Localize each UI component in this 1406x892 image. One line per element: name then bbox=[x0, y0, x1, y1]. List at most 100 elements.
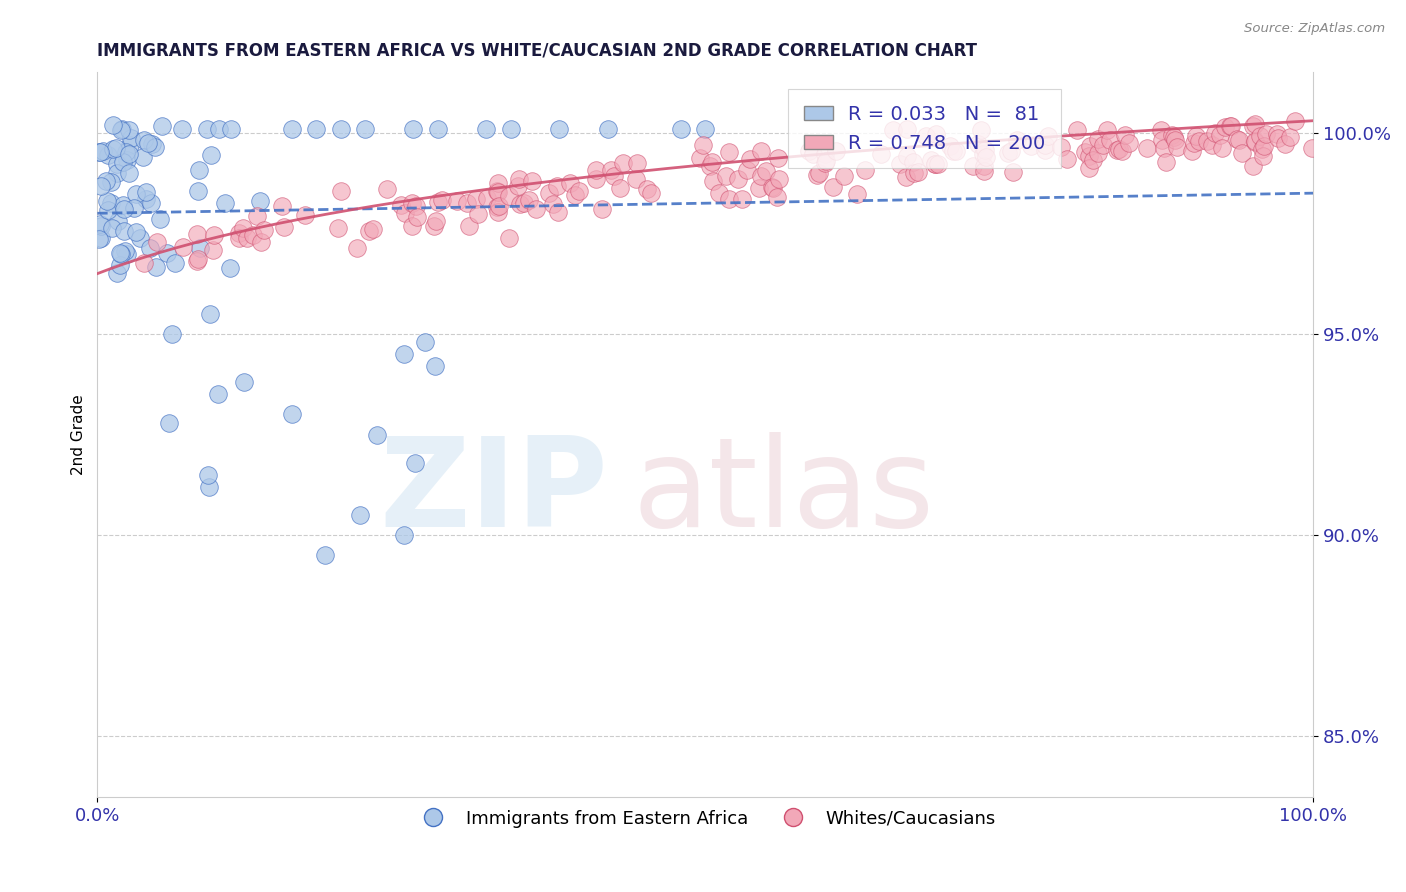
Point bbox=[1267, 130, 1289, 145]
Point bbox=[124, 225, 146, 239]
Point bbox=[118, 123, 141, 137]
Point bbox=[924, 128, 946, 142]
Point bbox=[149, 212, 172, 227]
Point bbox=[357, 224, 380, 238]
Point bbox=[626, 156, 648, 170]
Point bbox=[547, 205, 569, 219]
Point bbox=[228, 231, 250, 245]
Point bbox=[87, 145, 110, 159]
Point bbox=[141, 195, 163, 210]
Point bbox=[509, 197, 531, 211]
Point bbox=[807, 166, 830, 180]
Point bbox=[392, 347, 415, 361]
Point bbox=[768, 172, 790, 186]
Point bbox=[814, 155, 837, 169]
Point bbox=[246, 209, 269, 223]
Point bbox=[134, 133, 156, 147]
Point bbox=[235, 231, 257, 245]
Point bbox=[1107, 143, 1129, 157]
Point bbox=[543, 196, 565, 211]
Point bbox=[870, 147, 893, 161]
Point bbox=[939, 139, 962, 153]
Point bbox=[1163, 130, 1185, 145]
Point bbox=[105, 166, 128, 180]
Point bbox=[392, 528, 415, 542]
Point bbox=[1184, 136, 1206, 150]
Point bbox=[1188, 134, 1211, 148]
Point bbox=[1163, 133, 1185, 147]
Point bbox=[129, 231, 152, 245]
Point bbox=[202, 227, 225, 242]
Point bbox=[486, 185, 509, 199]
Point bbox=[1097, 123, 1119, 137]
Point bbox=[1254, 127, 1277, 141]
Point bbox=[120, 138, 142, 153]
Point bbox=[612, 156, 634, 170]
Point bbox=[499, 121, 522, 136]
Point bbox=[695, 121, 717, 136]
Point bbox=[914, 129, 936, 144]
Point bbox=[945, 145, 967, 159]
Point bbox=[413, 334, 436, 349]
Point bbox=[1274, 136, 1296, 151]
Point bbox=[714, 169, 737, 184]
Point bbox=[1035, 138, 1057, 153]
Point bbox=[122, 201, 145, 215]
Point bbox=[749, 169, 772, 183]
Point bbox=[882, 123, 904, 137]
Point bbox=[564, 188, 586, 202]
Point bbox=[125, 186, 148, 201]
Point bbox=[585, 162, 607, 177]
Point bbox=[101, 220, 124, 235]
Point bbox=[281, 408, 304, 422]
Point bbox=[1201, 138, 1223, 153]
Point bbox=[1185, 129, 1208, 144]
Point bbox=[1056, 153, 1078, 167]
Point bbox=[814, 153, 837, 168]
Point bbox=[329, 121, 352, 136]
Point bbox=[475, 121, 498, 136]
Point bbox=[157, 416, 180, 430]
Point bbox=[1019, 139, 1042, 153]
Point bbox=[972, 146, 994, 161]
Point bbox=[427, 194, 450, 209]
Point bbox=[903, 166, 925, 180]
Point bbox=[1211, 141, 1233, 155]
Point bbox=[105, 157, 128, 171]
Point bbox=[402, 121, 425, 136]
Point bbox=[920, 153, 942, 168]
Point bbox=[1227, 133, 1250, 147]
Point bbox=[973, 159, 995, 173]
Point bbox=[90, 219, 112, 234]
Point bbox=[110, 122, 132, 136]
Point bbox=[896, 149, 918, 163]
Point bbox=[1250, 142, 1272, 156]
Point bbox=[1166, 139, 1188, 153]
Point bbox=[187, 252, 209, 266]
Point bbox=[806, 168, 828, 182]
Point bbox=[94, 174, 117, 188]
Point bbox=[488, 199, 510, 213]
Point bbox=[1244, 117, 1267, 131]
Point bbox=[425, 213, 447, 227]
Point bbox=[1111, 144, 1133, 158]
Point bbox=[198, 307, 221, 321]
Point bbox=[89, 217, 111, 231]
Point bbox=[107, 214, 129, 228]
Point bbox=[90, 178, 112, 193]
Point bbox=[187, 184, 209, 198]
Point bbox=[498, 231, 520, 245]
Point bbox=[132, 256, 155, 270]
Point bbox=[486, 200, 509, 214]
Point bbox=[273, 220, 295, 235]
Point bbox=[353, 121, 375, 136]
Point bbox=[136, 136, 159, 150]
Point bbox=[464, 192, 486, 206]
Point bbox=[522, 174, 544, 188]
Point bbox=[1241, 119, 1264, 133]
Point bbox=[87, 232, 110, 246]
Point bbox=[508, 171, 530, 186]
Point bbox=[423, 359, 446, 374]
Point bbox=[346, 241, 368, 255]
Point bbox=[394, 206, 416, 220]
